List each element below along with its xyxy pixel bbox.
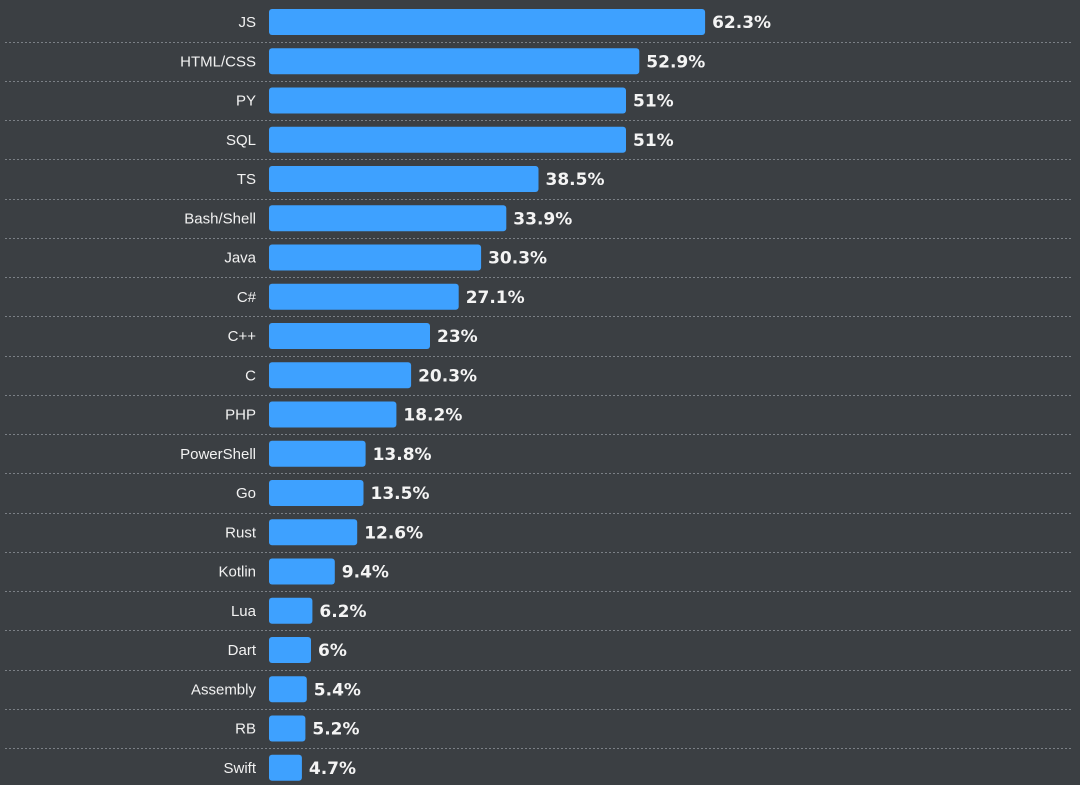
value-label: 9.4% — [342, 563, 389, 583]
bar — [269, 519, 358, 546]
category-label: PHP — [225, 407, 256, 424]
value-label: 6% — [318, 641, 347, 661]
bar — [269, 676, 307, 703]
bar — [269, 440, 366, 467]
value-label: 5.4% — [314, 680, 361, 700]
category-label: RB — [235, 721, 256, 738]
category-label: Bash/Shell — [184, 210, 256, 227]
value-label: 51% — [633, 131, 674, 151]
bar — [269, 597, 313, 624]
bar — [269, 401, 397, 428]
category-label: HTML/CSS — [180, 53, 256, 70]
value-label: 51% — [633, 92, 674, 112]
value-label: 27.1% — [466, 288, 525, 308]
category-label: Dart — [228, 642, 257, 659]
bar — [269, 480, 364, 506]
category-label: JS — [238, 14, 256, 31]
bar — [269, 323, 430, 349]
bar — [269, 637, 311, 663]
value-label: 33.9% — [513, 209, 572, 229]
category-label: Lua — [231, 603, 257, 620]
bar — [269, 166, 539, 192]
bar — [269, 558, 335, 585]
category-label: C — [245, 367, 256, 384]
bar — [269, 244, 482, 271]
value-label: 5.2% — [312, 720, 359, 740]
value-label: 4.7% — [309, 759, 356, 779]
category-label: Go — [236, 485, 256, 502]
value-label: 23% — [437, 327, 478, 347]
bar — [269, 715, 306, 742]
value-label: 13.8% — [373, 445, 432, 465]
category-label: TS — [237, 171, 256, 188]
value-label: 52.9% — [646, 52, 705, 72]
category-label: Rust — [225, 524, 257, 541]
bar — [269, 87, 626, 114]
category-label: SQL — [226, 132, 256, 149]
bar — [269, 9, 706, 35]
bar — [269, 283, 459, 310]
value-label: 62.3% — [712, 13, 771, 33]
category-label: C# — [237, 289, 257, 306]
value-label: 38.5% — [546, 170, 605, 190]
bar — [269, 126, 626, 153]
value-label: 6.2% — [319, 602, 366, 622]
category-label: Java — [224, 250, 256, 267]
value-label: 12.6% — [364, 523, 423, 543]
category-label: Kotlin — [218, 564, 256, 581]
value-label: 13.5% — [371, 484, 430, 504]
value-label: 20.3% — [418, 366, 477, 386]
category-label: C++ — [228, 328, 257, 345]
category-label: Assembly — [191, 681, 257, 698]
value-label: 18.2% — [403, 406, 462, 426]
bar — [269, 48, 640, 75]
bar — [269, 754, 302, 781]
category-label: PowerShell — [180, 446, 256, 463]
category-label: PY — [236, 93, 256, 110]
bar — [269, 205, 507, 232]
bar — [269, 362, 412, 389]
category-label: Swift — [223, 760, 256, 777]
value-label: 30.3% — [488, 249, 547, 269]
